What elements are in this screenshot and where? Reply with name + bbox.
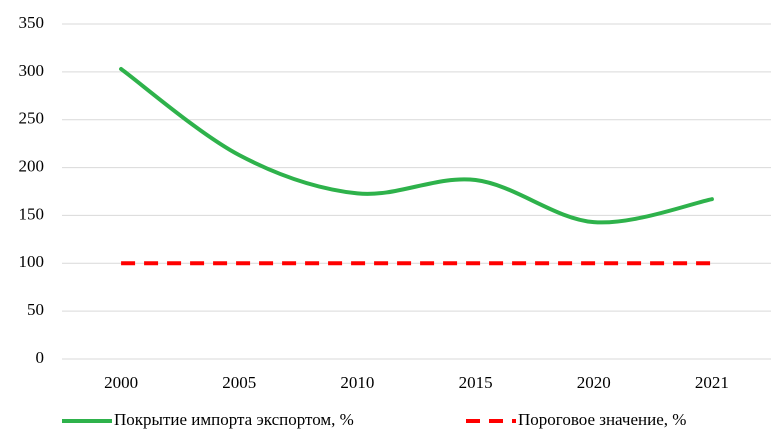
- series-line: [119, 66, 714, 225]
- y-tick-label: 300: [19, 61, 45, 80]
- x-tick-label: 2010: [340, 373, 374, 392]
- x-tick-label: 2015: [459, 373, 493, 392]
- legend-label: Пороговое значение, %: [518, 410, 686, 429]
- y-tick-label: 200: [19, 156, 45, 175]
- y-tick-label: 100: [19, 252, 45, 271]
- x-tick-label: 2000: [104, 373, 138, 392]
- x-tick-label: 2021: [695, 373, 729, 392]
- x-tick-label: 2005: [222, 373, 256, 392]
- y-tick-label: 50: [27, 300, 44, 319]
- y-tick-label: 150: [19, 204, 45, 223]
- y-tick-label: 250: [19, 109, 45, 128]
- legend-label: Покрытие импорта экспортом, %: [114, 410, 354, 429]
- y-tick-label: 0: [36, 348, 45, 367]
- x-tick-label: 2020: [577, 373, 611, 392]
- y-tick-label: 350: [19, 13, 45, 32]
